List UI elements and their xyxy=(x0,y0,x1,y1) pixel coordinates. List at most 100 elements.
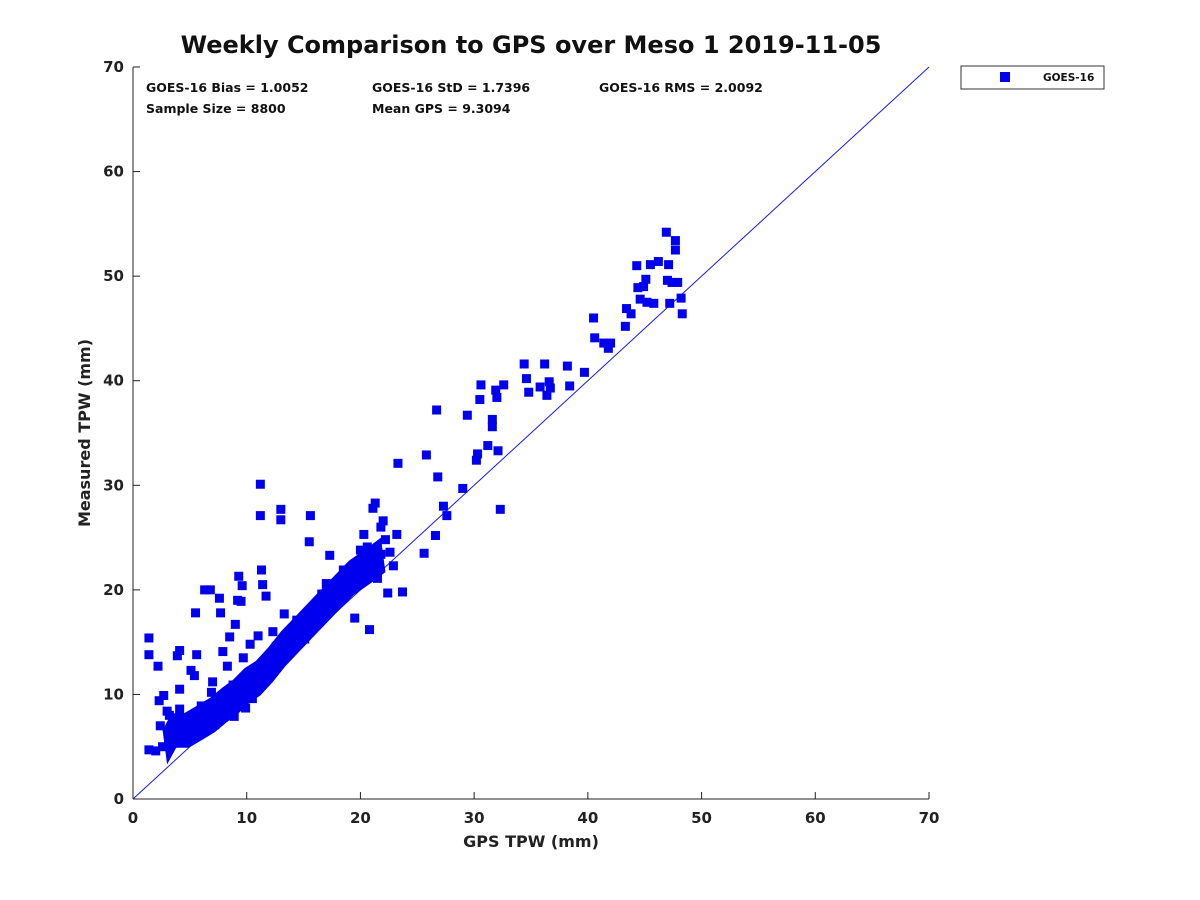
data-point xyxy=(151,746,161,756)
data-point xyxy=(344,579,354,589)
data-point xyxy=(210,720,220,730)
data-point xyxy=(388,561,398,571)
tick-labels: 0 10 20 30 40 50 60 70 0 10 20 30 40 50 60 70 xyxy=(103,58,939,827)
data-point xyxy=(667,277,677,287)
data-point xyxy=(665,298,675,308)
data-point xyxy=(202,725,212,735)
data-point xyxy=(622,304,632,314)
data-point xyxy=(196,701,206,711)
data-point xyxy=(325,550,335,560)
data-point xyxy=(247,694,257,704)
data-point xyxy=(279,609,289,619)
data-point xyxy=(493,446,503,456)
data-point xyxy=(398,587,408,597)
data-point xyxy=(255,479,265,489)
x-axis-label: GPS TPW (mm) xyxy=(463,832,599,851)
data-point xyxy=(376,522,386,532)
data-point xyxy=(243,671,253,681)
data-point xyxy=(380,535,390,545)
data-point xyxy=(304,537,314,547)
data-point xyxy=(222,661,232,671)
data-point xyxy=(144,650,154,660)
y-tick-label: 30 xyxy=(103,476,124,494)
plot-area xyxy=(132,66,930,800)
data-point xyxy=(355,545,365,555)
data-point xyxy=(378,516,388,526)
data-point xyxy=(589,313,599,323)
data-point xyxy=(179,735,189,745)
data-point xyxy=(670,236,680,246)
data-point xyxy=(271,641,281,651)
legend-box xyxy=(960,65,1105,90)
data-point xyxy=(565,381,575,391)
data-point xyxy=(606,338,616,348)
data-point xyxy=(535,382,545,392)
data-point xyxy=(632,261,642,271)
data-point xyxy=(287,627,297,637)
data-point xyxy=(333,588,343,598)
data-point xyxy=(620,321,630,331)
data-point xyxy=(372,573,382,583)
x-tick-label: 30 xyxy=(464,809,485,827)
data-point xyxy=(206,687,216,697)
stat-bias: GOES-16 Bias = 1.0052 xyxy=(146,80,308,95)
data-point xyxy=(641,274,651,284)
data-point xyxy=(218,647,228,657)
data-point xyxy=(175,704,185,714)
data-point xyxy=(579,367,589,377)
data-point xyxy=(676,293,686,303)
data-point xyxy=(229,711,239,721)
x-tick-label: 50 xyxy=(691,809,712,827)
data-point xyxy=(225,632,235,642)
data-point xyxy=(495,504,505,514)
x-tick-label: 40 xyxy=(577,809,598,827)
data-point xyxy=(191,608,201,618)
data-point xyxy=(350,613,360,623)
stat-rms: GOES-16 RMS = 2.0092 xyxy=(599,80,763,95)
x-tick-label: 0 xyxy=(128,809,138,827)
data-point xyxy=(359,529,369,539)
data-point xyxy=(642,297,652,307)
data-point xyxy=(228,692,238,702)
data-point xyxy=(393,458,403,468)
data-point xyxy=(205,709,215,719)
data-point xyxy=(214,593,224,603)
data-point xyxy=(524,387,534,397)
data-point xyxy=(276,643,286,653)
data-point xyxy=(159,690,169,700)
data-point xyxy=(491,385,501,395)
data-point xyxy=(362,542,372,552)
data-point xyxy=(483,441,493,451)
data-point xyxy=(433,472,443,482)
data-point xyxy=(308,610,318,620)
data-point xyxy=(263,659,273,669)
data-point xyxy=(268,627,278,637)
stat-mean-gps: Mean GPS = 9.3094 xyxy=(372,101,511,116)
data-point xyxy=(590,333,600,343)
y-tick-label: 10 xyxy=(103,685,124,703)
data-point xyxy=(376,549,386,559)
data-point xyxy=(368,503,378,513)
data-point xyxy=(385,547,395,557)
data-point xyxy=(370,498,380,508)
data-point xyxy=(234,571,244,581)
data-point xyxy=(245,639,255,649)
data-points-layer xyxy=(144,227,687,765)
data-point xyxy=(442,511,452,521)
data-point xyxy=(189,671,199,681)
data-point xyxy=(473,449,483,459)
data-point xyxy=(670,245,680,255)
data-point xyxy=(251,667,261,677)
data-point xyxy=(635,294,645,304)
data-point xyxy=(216,608,226,618)
data-point xyxy=(383,588,393,598)
data-point xyxy=(208,677,218,687)
data-point xyxy=(241,703,251,713)
data-point xyxy=(194,715,204,725)
data-point xyxy=(639,282,649,292)
data-point xyxy=(185,717,195,727)
y-tick-label: 40 xyxy=(103,372,124,390)
data-point xyxy=(305,511,315,521)
data-point xyxy=(283,636,293,646)
